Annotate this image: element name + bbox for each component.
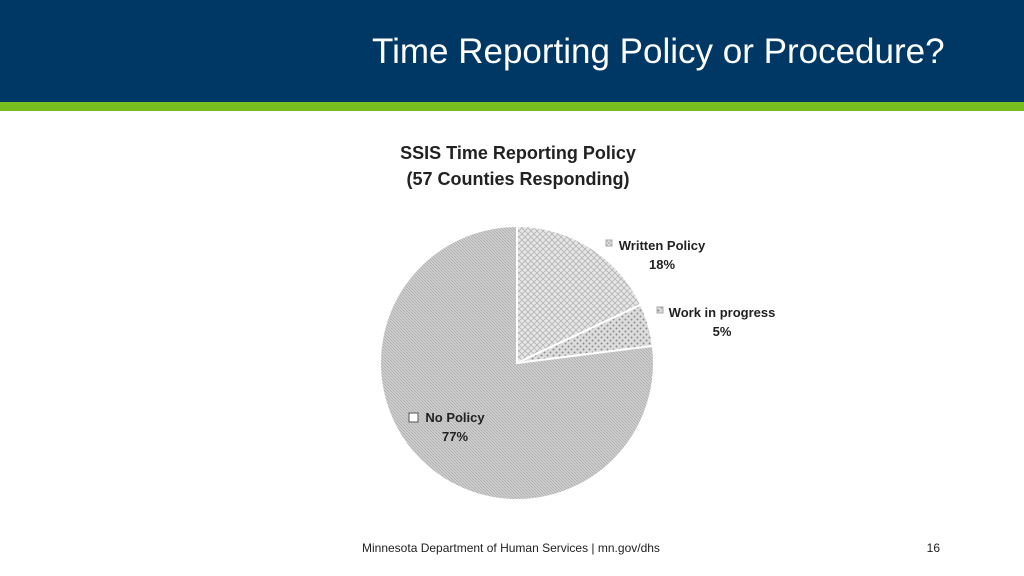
pie-slice-no-policy <box>379 224 655 501</box>
slide-header: Time Reporting Policy or Procedure? <box>0 0 1024 102</box>
legend-swatch <box>408 412 419 423</box>
chart-title-line-2: (57 Counties Responding) <box>406 169 630 189</box>
legend-swatch <box>656 306 664 314</box>
chart-title-line-1: SSIS Time Reporting Policy <box>400 143 636 163</box>
data-label-value: 5% <box>713 324 732 339</box>
data-label-value: 77% <box>442 429 468 444</box>
data-label-category: Work in progress <box>669 305 776 320</box>
data-label-category: Written Policy <box>619 238 706 253</box>
page-number: 16 <box>926 541 940 555</box>
data-label-value: 18% <box>649 257 675 272</box>
data-label-category: No Policy <box>425 410 485 425</box>
accent-bar <box>0 102 1024 111</box>
chart-title: SSIS Time Reporting Policy (57 Counties … <box>318 140 718 192</box>
footer-text: Minnesota Department of Human Services |… <box>362 541 660 555</box>
slide-title: Time Reporting Policy or Procedure? <box>372 32 945 71</box>
pie-slice-written-policy <box>516 224 643 365</box>
legend-swatch <box>605 239 613 247</box>
